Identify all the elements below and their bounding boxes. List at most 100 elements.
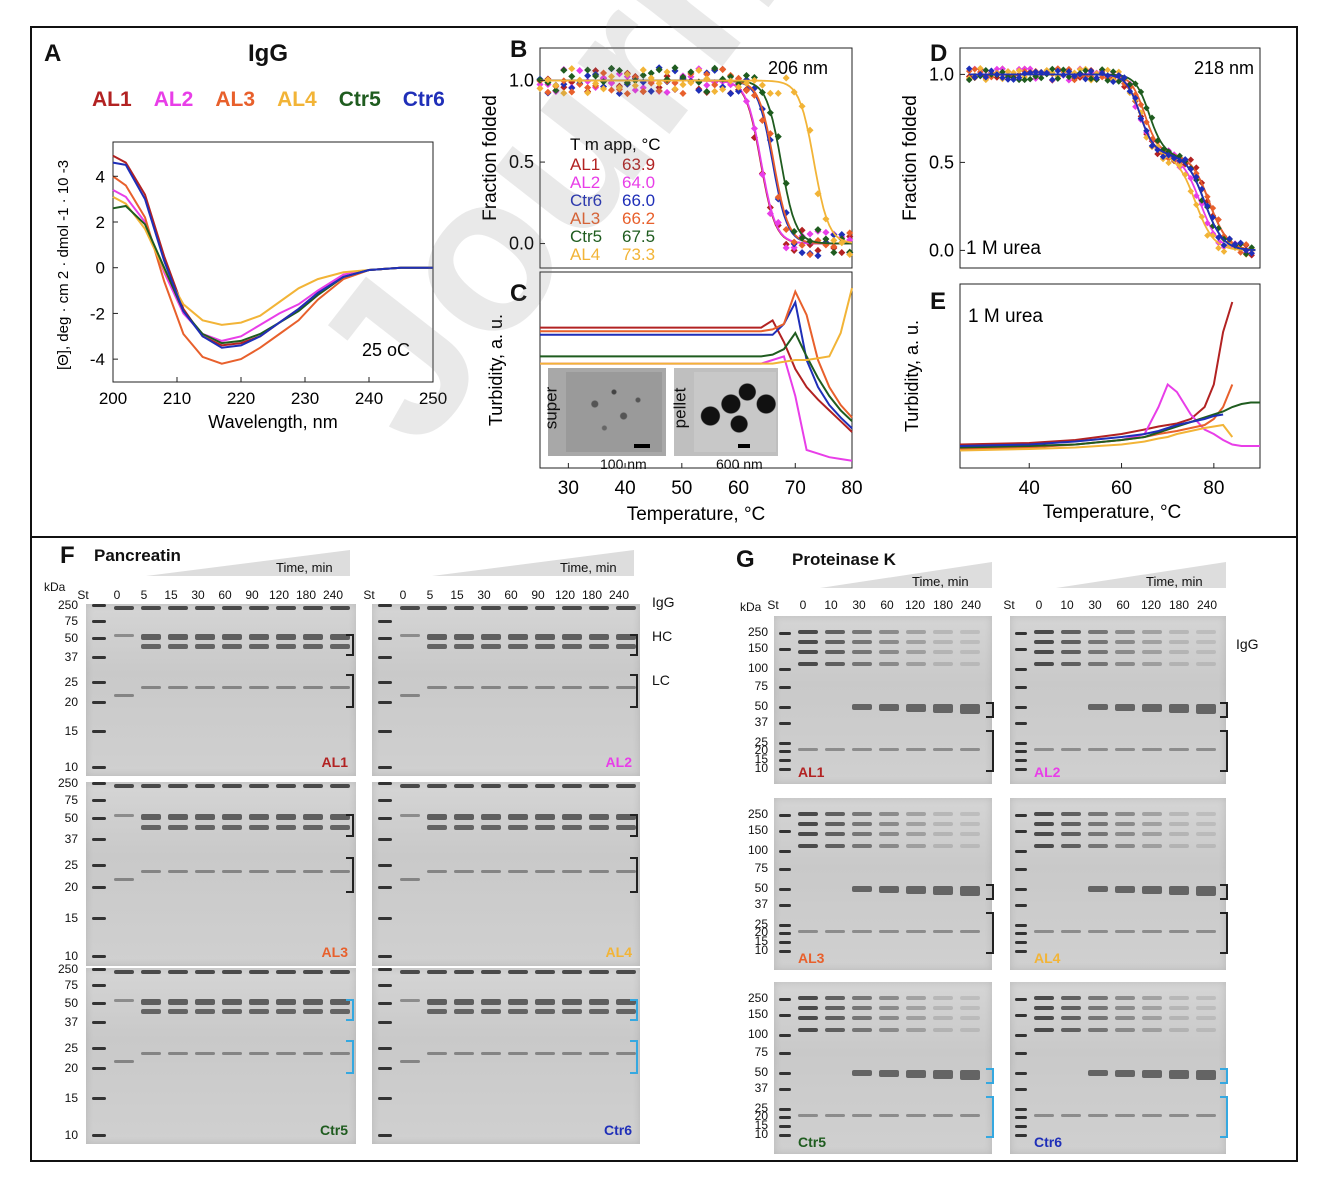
lc-band [1061,930,1081,933]
mw-label: 250 [747,625,768,639]
mw-label: 50 [754,1065,768,1079]
time-label: Time, min [912,574,969,589]
data-point-al2 [806,230,814,238]
igg-band [195,784,215,789]
chart-c-xlabel: Temperature, °C [627,504,766,525]
ladder-band [92,817,106,821]
igg-band [535,784,555,789]
lc-band [114,1060,134,1064]
fragment-band [1169,704,1189,713]
lc-band [481,1051,501,1055]
ladder-band [779,850,791,853]
hc-band [616,634,636,640]
ladder-band [378,766,392,769]
mw-label: 50 [754,699,768,713]
inset-pellet-scale: 600 nm [716,456,763,472]
igg-band [1061,630,1081,634]
igg-band [195,606,215,610]
lc-band [114,694,134,697]
lc-band [562,869,582,873]
igg-band [1196,630,1216,634]
mw-label: 75 [64,793,78,808]
igg-band [1061,822,1081,826]
igg-band [852,996,872,1000]
lc-band [798,930,818,933]
igg-band [1088,630,1108,634]
igg-label: IgG [652,594,675,610]
y-tick-label: 0.0 [509,234,534,254]
hc-band [276,634,296,640]
x-tick-label: 60 [1111,478,1132,499]
y-tick-label: 2 [96,213,105,232]
mw-label: 20 [64,1061,78,1076]
igg-band [1088,650,1108,654]
hc-band-2 [481,1008,501,1014]
igg-band [1088,844,1108,848]
igg-band [798,844,818,848]
lc-band [303,686,323,689]
hc-band [276,998,296,1005]
x-tick-label: 210 [163,389,191,408]
igg-band [879,650,899,654]
lc-band [1196,930,1216,933]
series-line-ctr6 [112,161,433,349]
ladder-band [92,916,106,920]
data-point-al1 [814,246,822,254]
fragment-band [1142,704,1162,712]
igg-band [825,1016,845,1020]
fragment-band [1169,886,1189,895]
lc-label: LC [652,672,670,688]
ladder-band [92,1001,106,1005]
lc-band [168,869,188,873]
data-point-al2 [576,67,584,75]
igg-band [1142,812,1162,816]
fit-line-al4 [540,79,853,244]
lc-band [454,869,474,873]
tm-name-al4: AL4 [570,245,600,264]
lc-band [535,869,555,873]
hc-band [222,998,242,1005]
hc-band [535,814,555,821]
igg-band [933,1006,953,1010]
tm-value-al2: 64.0 [622,173,655,192]
time-wedge [1056,562,1226,588]
data-point-ctr6 [647,87,655,95]
hc-band-2 [195,824,215,830]
ladder-band [92,604,106,607]
lc-band [400,694,420,697]
x-tick-label: 80 [1203,478,1224,499]
inset-super-scalebar [634,444,650,448]
igg-band [1088,822,1108,826]
igg-band [798,650,818,654]
igg-band [400,606,420,610]
mw-label: 50 [64,811,78,826]
lc-band [508,686,528,689]
lane-st: St [1003,598,1015,612]
mw-label: 15 [64,910,78,925]
lc-band [330,1051,350,1055]
y-tick-label: -2 [90,304,105,323]
lc-band [276,686,296,689]
lane-label: 180 [295,588,317,602]
lane-label: 5 [140,588,148,602]
sample-label-al4: AL4 [605,944,632,960]
igg-band [1196,822,1216,826]
hc-band-2 [562,1008,582,1014]
hc-band-2 [616,1008,636,1014]
igg-band [1115,822,1135,826]
ladder-band [779,686,791,689]
data-point-al3 [568,88,576,96]
hc-band [616,814,636,821]
mw-label: 20 [64,695,78,709]
ladder-band [1015,830,1027,833]
lc-band [141,869,161,873]
igg-band [589,784,609,789]
series-line-al4 [112,196,433,326]
igg-band [1034,650,1054,654]
series-line-al3 [540,288,853,419]
igg-band [1061,812,1081,816]
hc-band-2 [481,824,501,830]
panel-c-letter: C [510,280,528,307]
igg-band [195,970,215,975]
lc-band [508,869,528,873]
